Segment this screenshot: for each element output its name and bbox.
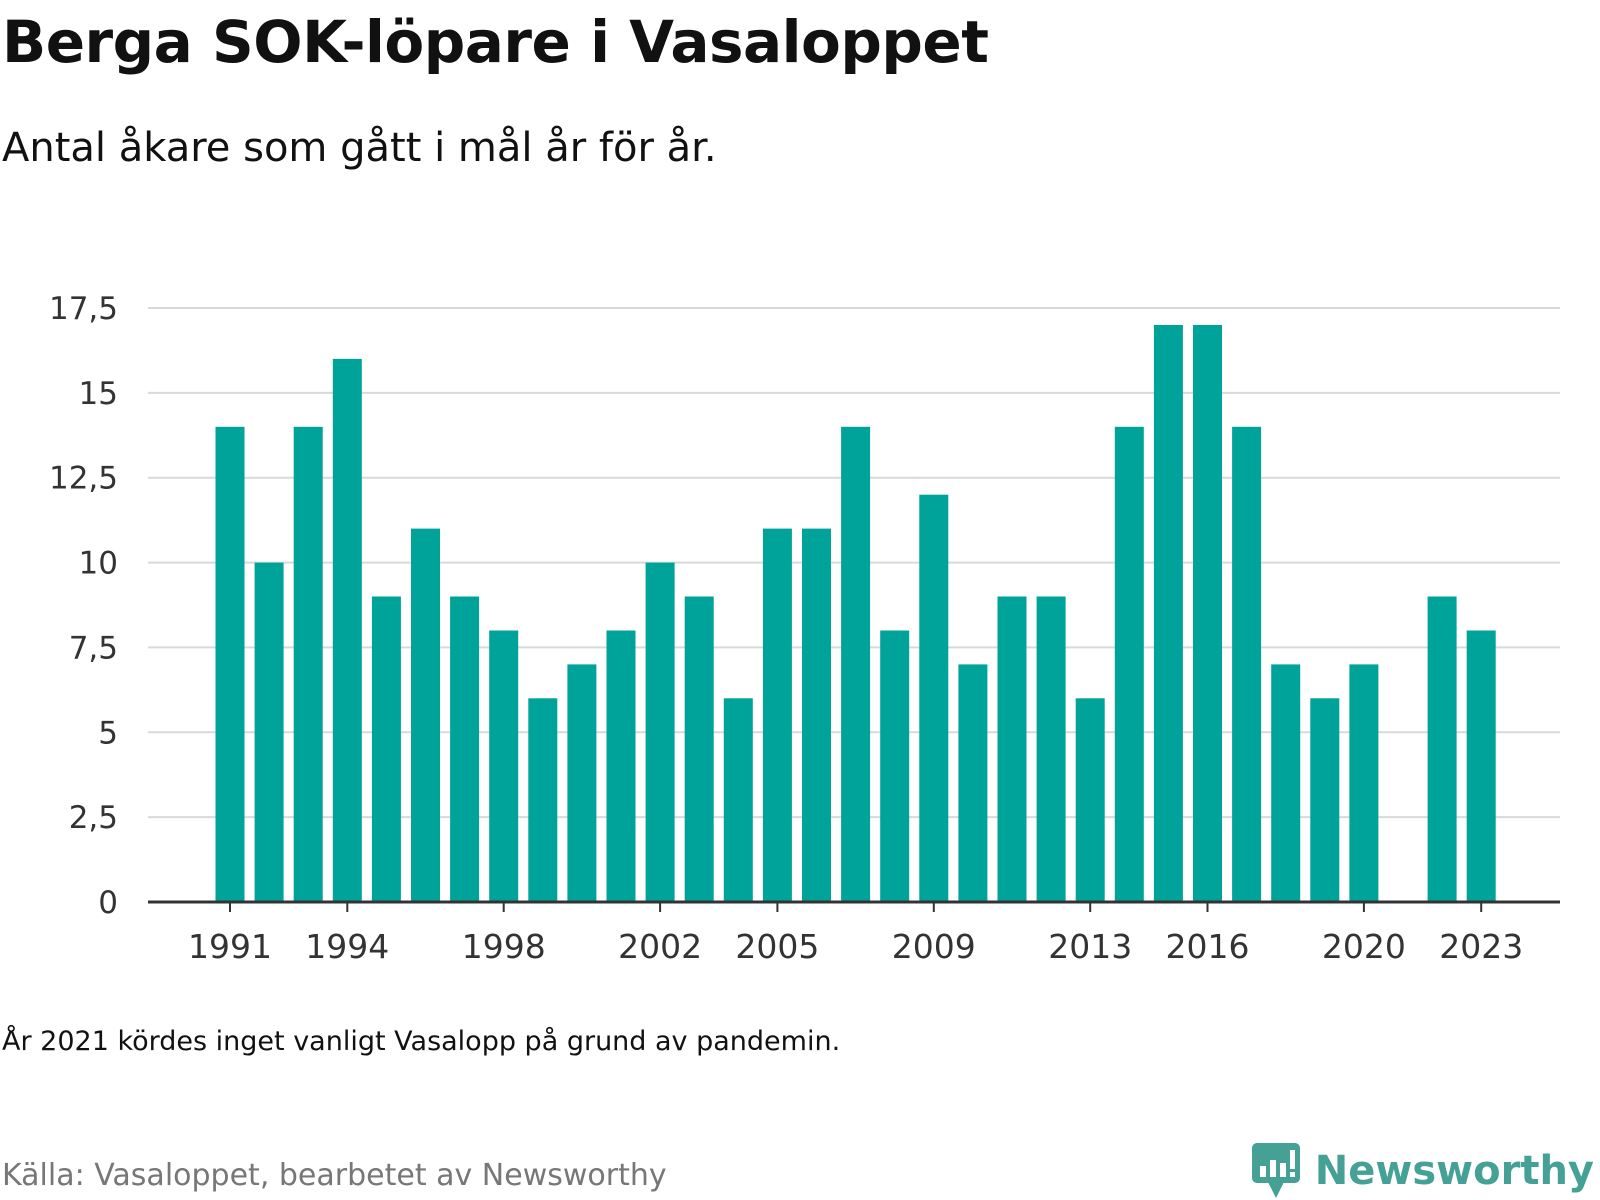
y-tick-label: 12,5	[49, 461, 118, 497]
x-tick-label: 1991	[188, 927, 272, 966]
bar-2015	[1153, 325, 1183, 902]
bar-1997	[450, 596, 480, 902]
bar-1995	[371, 596, 401, 902]
x-axis-labels: 1991 1994 1998 2002 2005 2009 2013 2016 2020 2023	[188, 927, 1523, 966]
bar-2000	[567, 664, 597, 902]
y-tick-label: 7,5	[69, 630, 118, 666]
bar-2005	[762, 528, 792, 902]
x-tick-label: 2023	[1439, 927, 1523, 966]
bar-2012	[1036, 596, 1066, 902]
x-tick-label: 2009	[892, 927, 976, 966]
y-tick-label: 5	[98, 715, 118, 751]
x-tick-label: 2016	[1166, 927, 1250, 966]
x-tick-label: 2013	[1048, 927, 1132, 966]
y-tick-label: 2,5	[69, 800, 118, 836]
bar-1994	[332, 358, 362, 902]
chart-source: Källa: Vasaloppet, bearbetet av Newswort…	[2, 1158, 667, 1193]
bar-2023	[1466, 630, 1496, 902]
chart-note: År 2021 kördes inget vanligt Vasalopp på…	[2, 1026, 841, 1057]
bars	[215, 325, 1496, 902]
bar-2002	[645, 562, 675, 902]
y-axis-labels: 0 2,5 5 7,5 10 12,5 15 17,5	[49, 291, 118, 921]
bar-1998	[489, 630, 519, 902]
bar-1991	[215, 426, 245, 902]
logo-text: Newsworthy	[1314, 1148, 1594, 1194]
x-tick-label: 2020	[1322, 927, 1406, 966]
bar-1996	[411, 528, 440, 902]
x-tick-label: 2005	[735, 927, 819, 966]
x-axis	[148, 900, 1560, 912]
x-tick-label: 2002	[618, 927, 702, 966]
x-tick-label: 1998	[462, 927, 546, 966]
bar-2006	[802, 528, 831, 902]
bar-2016	[1193, 325, 1222, 902]
bar-1999	[528, 698, 558, 902]
bar-2011	[997, 596, 1027, 902]
bar-1992	[254, 562, 284, 902]
bar-2004	[723, 698, 753, 902]
bar-2013	[1075, 698, 1105, 902]
bar-2022	[1427, 596, 1457, 902]
bar-2008	[880, 630, 910, 902]
chart-subtitle: Antal åkare som gått i mål år för år.	[2, 125, 717, 171]
newsworthy-logo: Newsworthy	[1251, 1142, 1594, 1200]
chart-title: Berga SOK-löpare i Vasaloppet	[2, 8, 989, 76]
bar-2009	[919, 494, 949, 902]
x-tick-label: 1994	[305, 927, 389, 966]
bar-2010	[958, 664, 988, 902]
bar-2020	[1349, 664, 1379, 902]
bar-1993	[293, 426, 323, 902]
y-tick-label: 15	[79, 376, 118, 412]
y-tick-label: 0	[98, 885, 118, 921]
bar-2003	[684, 596, 714, 902]
y-tick-label: 10	[79, 546, 118, 582]
bar-2017	[1232, 426, 1262, 902]
y-tick-label: 17,5	[49, 291, 118, 327]
bar-2007	[841, 426, 871, 902]
newsworthy-logo-icon	[1251, 1143, 1300, 1198]
bar-2014	[1114, 426, 1144, 902]
bar-2018	[1271, 664, 1301, 902]
bar-2001	[606, 630, 636, 902]
bar-2019	[1310, 698, 1340, 902]
